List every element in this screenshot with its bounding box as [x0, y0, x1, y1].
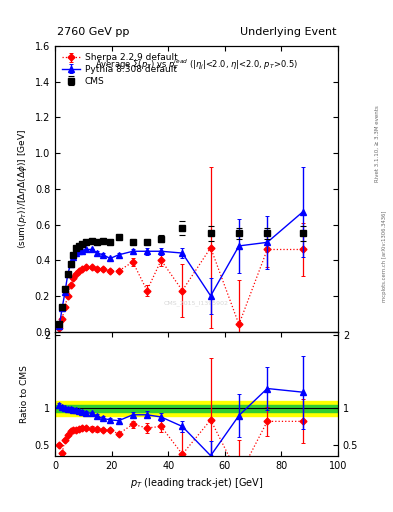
Text: Average $\Sigma(p_T)$ vs $p_T^{lead}$ ($|\eta_j|$<2.0, $\eta|$<2.0, $p_T$>0.5): Average $\Sigma(p_T)$ vs $p_T^{lead}$ ($… [95, 57, 298, 72]
Y-axis label: $\langle$sum$(p_T)\rangle/[\Delta\eta\Delta(\Delta\phi)]$ [GeV]: $\langle$sum$(p_T)\rangle/[\Delta\eta\De… [16, 129, 29, 249]
Text: Rivet 3.1.10, ≥ 3.3M events: Rivet 3.1.10, ≥ 3.3M events [375, 105, 380, 182]
Text: mcplots.cern.ch [arXiv:1306.3436]: mcplots.cern.ch [arXiv:1306.3436] [382, 210, 387, 302]
Text: CMS_2015_I1395902: CMS_2015_I1395902 [164, 300, 229, 306]
Bar [55, 404, 338, 412]
Y-axis label: Ratio to CMS: Ratio to CMS [20, 365, 29, 422]
Text: 2760 GeV pp: 2760 GeV pp [57, 27, 129, 37]
Bar [55, 401, 338, 416]
X-axis label: $p_T$ (leading track-jet) [GeV]: $p_T$ (leading track-jet) [GeV] [130, 476, 263, 490]
Text: Underlying Event: Underlying Event [239, 27, 336, 37]
Legend: Sherpa 2.2.9 default, Pythia 8.308 default, CMS: Sherpa 2.2.9 default, Pythia 8.308 defau… [59, 51, 180, 89]
